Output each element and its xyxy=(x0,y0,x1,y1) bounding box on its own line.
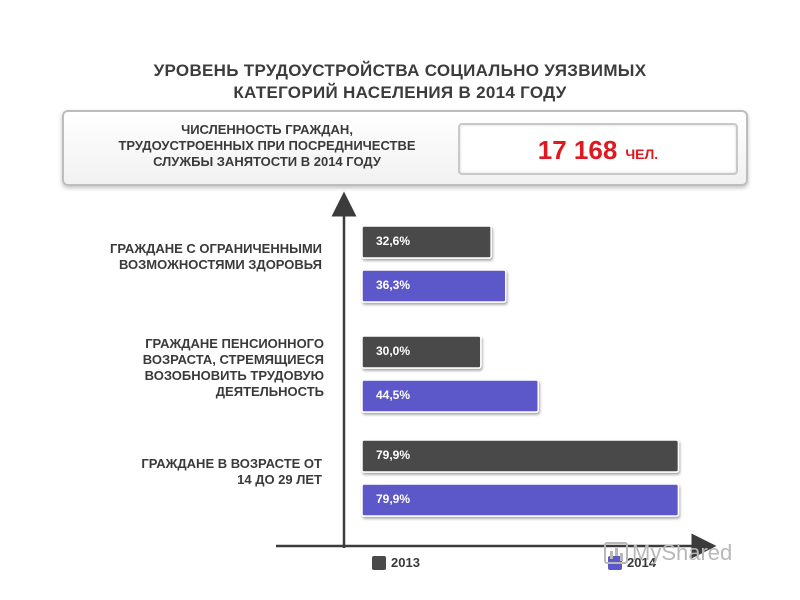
chart-title-line-2: КАТЕГОРИЙ НАСЕЛЕНИЯ В 2014 ГОДУ xyxy=(233,83,567,102)
legend-label-2013: 2013 xyxy=(391,555,420,570)
legend-swatch-2013 xyxy=(372,555,386,570)
bar-2014-2 xyxy=(361,483,680,517)
caption-line-3: СЛУЖБЫ ЗАНЯТОСТИ В 2014 ГОДУ xyxy=(153,154,381,169)
category-label-line: ВОЗМОЖНОСТЯМИ ЗДОРОВЬЯ xyxy=(118,257,322,272)
bar-value-label-2013-2: 79,9% xyxy=(376,448,410,462)
employment-count-box: 17 168 ЧЕЛ. xyxy=(458,123,738,175)
chart-title-line-1: УРОВЕНЬ ТРУДОУСТРОЙСТВА СОЦИАЛЬНО УЯЗВИМ… xyxy=(153,61,647,80)
bar-value-label-2014-2: 79,9% xyxy=(376,492,410,506)
bar-2013-0 xyxy=(361,225,492,259)
bar-2014-0 xyxy=(361,269,507,303)
caption-line-2: ТРУДОУСТРОЕННЫХ ПРИ ПОСРЕДНИЧЕСТВЕ xyxy=(118,138,416,153)
category-label-disabled: ГРАЖДАНЕ С ОГРАНИЧЕННЫМИ ВОЗМОЖНОСТЯМИ З… xyxy=(40,241,322,273)
employment-count-caption: ЧИСЛЕННОСТЬ ГРАЖДАН, ТРУДОУСТРОЕННЫХ ПРИ… xyxy=(72,122,462,170)
legend-item-2014: 2014 xyxy=(608,555,656,570)
watermark-text: MyShared xyxy=(632,540,733,565)
category-label-line: ГРАЖДАНЕ С ОГРАНИЧЕННЫМИ xyxy=(110,241,322,256)
employment-count-panel: ЧИСЛЕННОСТЬ ГРАЖДАН, ТРУДОУСТРОЕННЫХ ПРИ… xyxy=(62,110,748,186)
category-label-line: 14 ДО 29 ЛЕТ xyxy=(237,472,322,487)
caption-line-1: ЧИСЛЕННОСТЬ ГРАЖДАН, xyxy=(181,122,353,137)
category-label-line: ВОЗРАСТА, СТРЕМЯЩИЕСЯ xyxy=(142,352,324,367)
legend-label-2014: 2014 xyxy=(627,555,656,570)
bar-value-label-2013-1: 30,0% xyxy=(376,344,410,358)
bar-value-label-2013-0: 32,6% xyxy=(376,234,410,248)
watermark: MyShared xyxy=(604,540,732,566)
bars-group: 32,6% 30,0% 79,9% 36,3% 44,5% 79,9% xyxy=(361,225,680,517)
employment-count-unit: ЧЕЛ. xyxy=(625,146,659,162)
category-label-youth: ГРАЖДАНЕ В ВОЗРАСТЕ ОТ 14 ДО 29 ЛЕТ xyxy=(40,456,322,488)
employment-count-value: 17 168 xyxy=(537,135,618,165)
category-label-line: ГРАЖДАНЕ ПЕНСИОННОГО xyxy=(145,336,324,351)
presentation-chart-icon xyxy=(604,542,628,564)
bar-2013-2 xyxy=(361,439,680,473)
category-label-line: ДЕЯТЕЛЬНОСТЬ xyxy=(215,384,324,399)
bar-2014-1 xyxy=(361,379,539,413)
bar-value-label-2014-1: 44,5% xyxy=(376,388,410,402)
legend-item-2013: 2013 xyxy=(372,555,420,570)
category-label-line: ГРАЖДАНЕ В ВОЗРАСТЕ ОТ xyxy=(141,456,322,471)
category-label-line: ВОЗОБНОВИТЬ ТРУДОВУЮ xyxy=(144,368,324,383)
chart-title: УРОВЕНЬ ТРУДОУСТРОЙСТВА СОЦИАЛЬНО УЯЗВИМ… xyxy=(100,60,700,104)
category-label-pensioners: ГРАЖДАНЕ ПЕНСИОННОГО ВОЗРАСТА, СТРЕМЯЩИЕ… xyxy=(40,336,324,400)
bar-value-label-2014-0: 36,3% xyxy=(376,278,410,292)
bar-2013-1 xyxy=(361,335,482,369)
